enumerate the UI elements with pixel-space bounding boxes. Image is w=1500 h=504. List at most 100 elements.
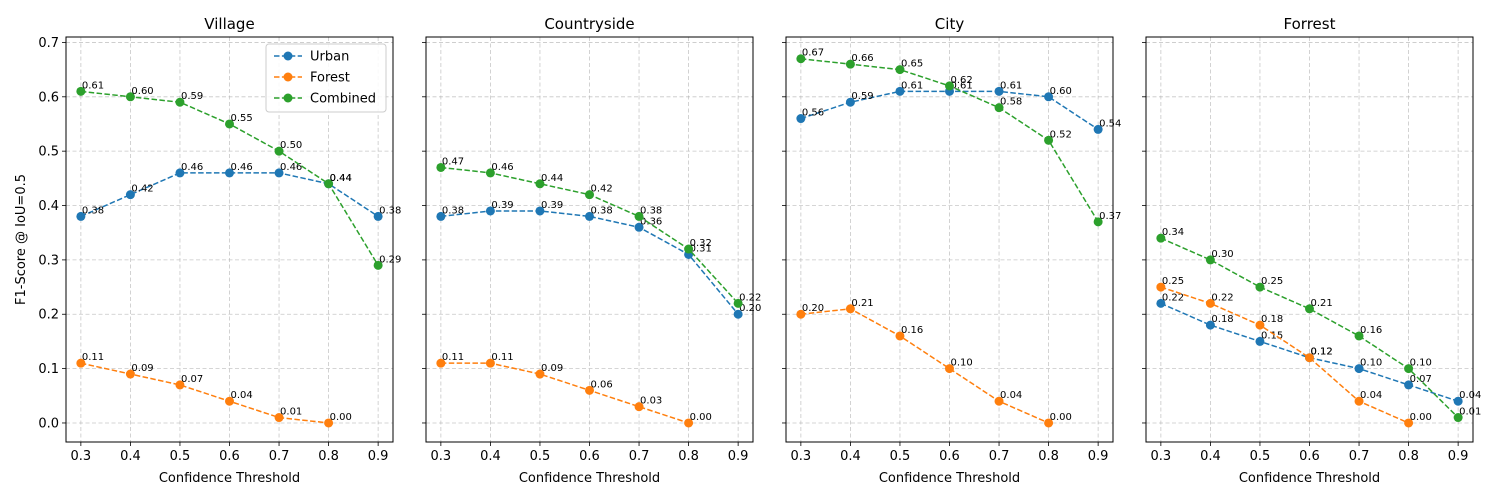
data-label: 0.42 — [131, 184, 153, 195]
data-point-combined — [1205, 255, 1215, 265]
data-point-urban — [125, 190, 135, 200]
data-point-combined — [373, 260, 383, 270]
data-point-urban — [845, 97, 855, 107]
data-label: 0.38 — [442, 205, 464, 216]
data-label: 0.04 — [1360, 390, 1382, 401]
data-point-combined — [733, 298, 743, 308]
data-label: 0.60 — [1050, 86, 1072, 97]
series-line-forest — [440, 362, 689, 424]
x-tick-label: 0.7 — [269, 449, 290, 464]
data-label: 0.60 — [131, 86, 153, 97]
data-label: 0.16 — [901, 325, 923, 336]
y-tick-label: 0.7 — [38, 36, 59, 51]
data-point-combined — [1354, 331, 1364, 341]
x-tick-label: 0.3 — [71, 449, 92, 464]
x-tick-label: 0.7 — [1349, 449, 1370, 464]
data-point-combined — [684, 244, 694, 254]
data-label: 0.56 — [802, 108, 824, 119]
data-label: 0.42 — [591, 184, 613, 195]
x-tick-label: 0.9 — [728, 449, 749, 464]
data-label: 0.37 — [1099, 211, 1121, 222]
data-label: 0.54 — [1099, 118, 1121, 129]
data-label: 0.10 — [1410, 358, 1432, 369]
legend-marker-combined — [283, 93, 293, 103]
data-point-forest — [225, 396, 234, 406]
data-label: 0.29 — [379, 254, 401, 265]
x-tick-label: 0.3 — [431, 449, 452, 464]
data-point-combined — [436, 162, 446, 172]
data-label: 0.58 — [1000, 97, 1022, 108]
data-point-combined — [485, 168, 495, 178]
data-point-forest — [1305, 353, 1314, 363]
data-point-forest — [895, 331, 905, 341]
data-point-forest — [535, 369, 545, 379]
data-label: 0.10 — [951, 358, 973, 369]
x-axis-label: Confidence Threshold — [879, 471, 1020, 486]
x-tick-label: 0.3 — [791, 449, 812, 464]
data-label: 0.11 — [442, 352, 464, 363]
data-label: 0.44 — [330, 173, 352, 184]
data-label: 0.38 — [379, 205, 401, 216]
data-point-combined — [1044, 135, 1054, 145]
legend: Urban Forest Combined — [265, 43, 387, 113]
data-label: 0.38 — [640, 205, 662, 216]
data-point-forest — [796, 309, 806, 319]
data-label: 0.01 — [280, 407, 302, 418]
data-point-combined — [895, 65, 905, 75]
data-label: 0.61 — [82, 80, 104, 91]
data-point-urban — [1255, 336, 1265, 346]
data-point-combined — [1255, 282, 1265, 292]
data-label: 0.46 — [231, 162, 253, 173]
data-point-urban — [535, 206, 545, 216]
data-point-urban — [1453, 396, 1463, 406]
data-point-urban — [274, 168, 284, 178]
x-tick-label: 0.8 — [1038, 449, 1059, 464]
subplot-title: Village — [204, 15, 254, 33]
x-axis-label: Confidence Threshold — [519, 471, 660, 486]
data-label: 0.39 — [491, 200, 513, 211]
data-point-urban — [436, 211, 446, 221]
x-tick-label: 0.6 — [939, 449, 960, 464]
y-axis-label: F1-Score @ IoU=0.5 — [14, 174, 29, 305]
x-tick-label: 0.5 — [170, 449, 191, 464]
data-point-combined — [535, 179, 545, 189]
legend-marker-forest — [283, 72, 293, 82]
data-label: 0.22 — [739, 292, 761, 303]
data-point-forest — [1404, 418, 1414, 428]
data-point-urban — [634, 222, 644, 232]
series-line-forest — [800, 308, 1049, 424]
data-label: 0.61 — [951, 80, 973, 91]
data-label: 0.59 — [181, 91, 203, 102]
x-axis-label: Confidence Threshold — [159, 471, 300, 486]
data-point-combined — [1453, 413, 1463, 423]
data-point-forest — [76, 358, 86, 368]
data-label: 0.31 — [690, 243, 712, 254]
data-label: 0.10 — [1360, 358, 1382, 369]
x-tick-label: 0.9 — [1088, 449, 1109, 464]
data-point-forest — [1255, 320, 1265, 330]
x-tick-label: 0.9 — [368, 449, 389, 464]
data-label: 0.47 — [442, 156, 464, 167]
data-label: 0.38 — [591, 205, 613, 216]
data-label: 0.22 — [1211, 292, 1233, 303]
data-label: 0.00 — [690, 412, 712, 423]
data-point-combined — [274, 146, 284, 156]
x-tick-label: 0.4 — [480, 449, 501, 464]
data-point-combined — [845, 59, 855, 69]
data-label: 0.18 — [1261, 314, 1283, 325]
x-tick-label: 0.8 — [1398, 449, 1419, 464]
data-label: 0.65 — [901, 59, 923, 70]
x-tick-label: 0.4 — [1200, 449, 1221, 464]
x-tick-label: 0.9 — [1448, 449, 1469, 464]
x-tick-label: 0.7 — [989, 449, 1010, 464]
data-point-forest — [436, 358, 446, 368]
data-label: 0.00 — [1050, 412, 1072, 423]
data-point-combined — [1305, 304, 1314, 314]
data-point-urban — [994, 86, 1004, 96]
subplot-title: City — [935, 15, 965, 33]
data-label: 0.59 — [851, 91, 873, 102]
data-label: 0.03 — [640, 396, 662, 407]
data-label: 0.04 — [1459, 390, 1481, 401]
x-tick-label: 0.5 — [530, 449, 551, 464]
